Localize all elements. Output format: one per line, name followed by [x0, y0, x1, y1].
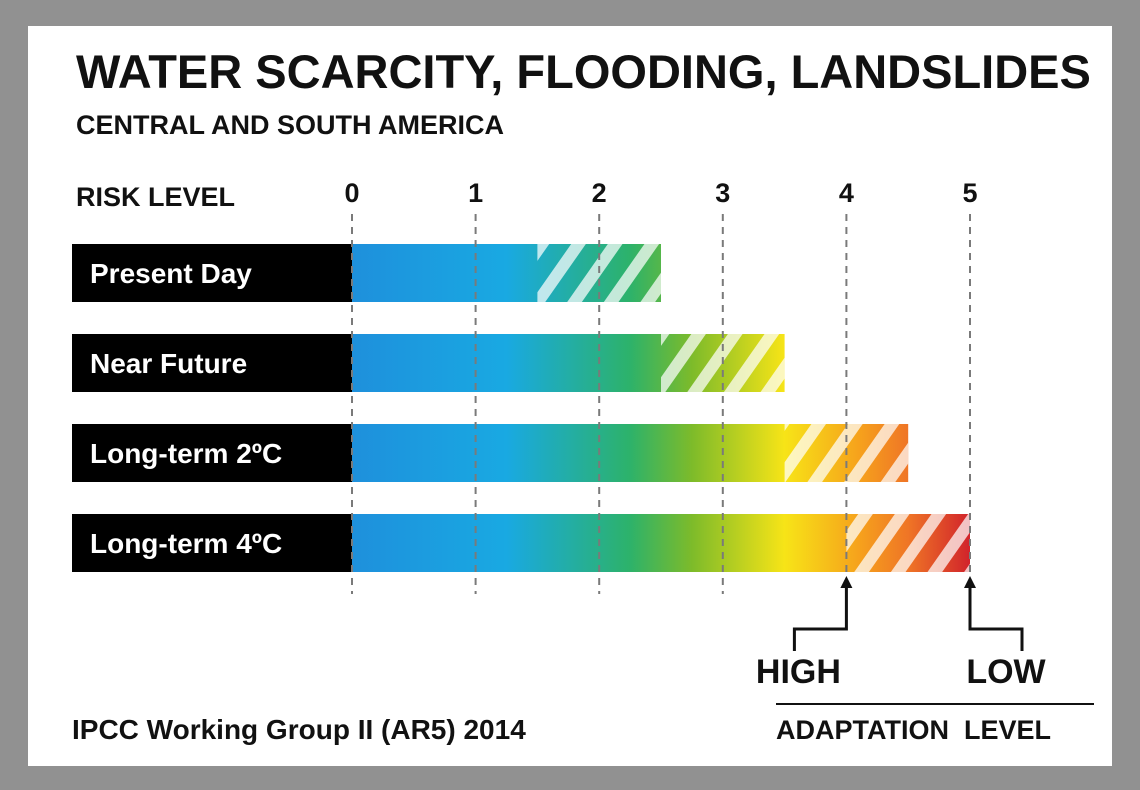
bars: Present Day Near Future Long-term 2ºC Long-…: [72, 244, 970, 572]
tick-label-0: 0: [344, 178, 359, 208]
chart-subtitle: CENTRAL AND SOUTH AMERICA: [76, 110, 504, 140]
chart-card: WATER SCARCITY, FLOODING, LANDSLIDES CEN…: [28, 26, 1112, 766]
bar-row: Long-term 2ºC: [72, 424, 909, 482]
chart-title: WATER SCARCITY, FLOODING, LANDSLIDES: [76, 45, 1091, 98]
bar-row: Near Future: [72, 334, 785, 392]
category-label-box: [72, 244, 352, 302]
category-label: Long-term 2ºC: [90, 438, 282, 469]
low-label: LOW: [966, 653, 1046, 691]
gridlines: [351, 214, 971, 594]
category-label: Long-term 4ºC: [90, 528, 282, 559]
chart: WATER SCARCITY, FLOODING, LANDSLIDES CEN…: [72, 45, 1094, 745]
tick-label-3: 3: [715, 178, 730, 208]
source-credit: IPCC Working Group II (AR5) 2014: [72, 714, 526, 745]
bar-row: Long-term 4ºC: [72, 514, 970, 572]
adaptation-annotation: HIGH LOW ADAPTATION LEVEL: [756, 576, 1094, 745]
tick-label-1: 1: [468, 178, 483, 208]
tick-label-5: 5: [962, 178, 977, 208]
low-arrow-icon: [964, 576, 1024, 651]
x-axis-label: RISK LEVEL: [76, 182, 235, 212]
high-label: HIGH: [756, 653, 841, 691]
category-label: Present Day: [90, 258, 252, 289]
category-label: Near Future: [90, 348, 247, 379]
adaptation-level-label: ADAPTATION LEVEL: [776, 715, 1051, 745]
tick-labels: 0 1 2 3 4 5: [344, 178, 977, 208]
bar-row: Present Day: [72, 244, 661, 302]
tick-label-2: 2: [592, 178, 607, 208]
category-label-box: [72, 424, 352, 482]
category-label-box: [72, 514, 352, 572]
adaptation-range-hatch: [846, 514, 970, 572]
category-label-box: [72, 334, 352, 392]
tick-label-4: 4: [839, 178, 854, 208]
high-arrow-icon: [792, 576, 853, 651]
